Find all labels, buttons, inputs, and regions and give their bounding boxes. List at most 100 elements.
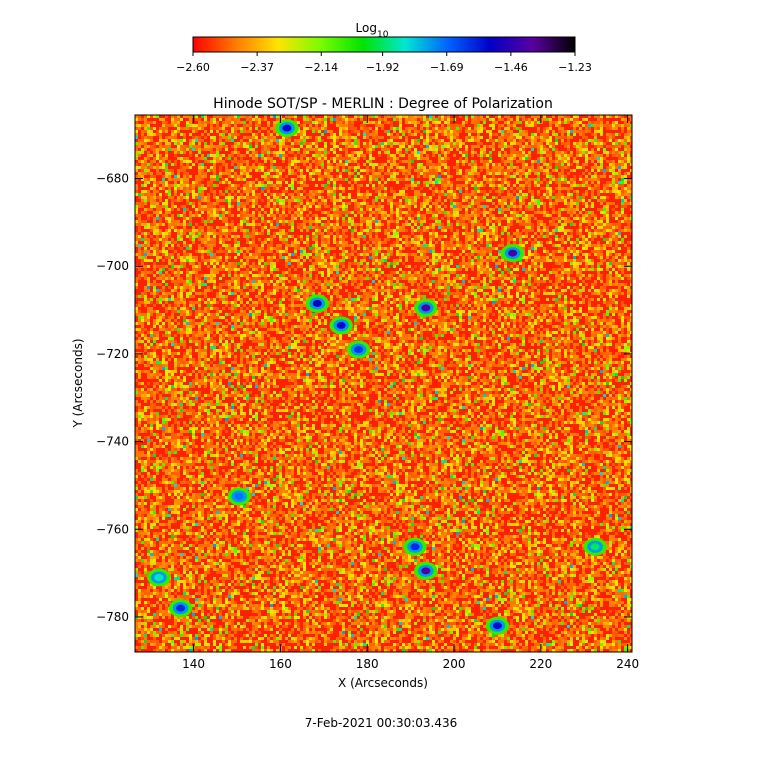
heatmap-cell (306, 229, 309, 232)
heatmap-cell (498, 193, 501, 196)
heatmap-cell (630, 148, 632, 151)
heatmap-cell (225, 121, 228, 124)
heatmap-cell (369, 142, 372, 145)
heatmap-cell (156, 241, 159, 244)
heatmap-cell (561, 229, 564, 232)
heatmap-cell (483, 145, 486, 148)
heatmap-cell (558, 157, 561, 160)
heatmap-cell (609, 133, 612, 136)
heatmap-cell (282, 139, 285, 142)
heatmap-cell (510, 133, 513, 136)
heatmap-cell (333, 229, 336, 232)
heatmap-cell (141, 133, 144, 136)
heatmap-cell (420, 118, 423, 121)
heatmap-cell (378, 196, 381, 199)
heatmap-cell (510, 202, 513, 205)
heatmap-cell (147, 166, 150, 169)
heatmap-cell (309, 217, 312, 220)
heatmap-cell (531, 178, 534, 181)
heatmap-cell (372, 175, 375, 178)
heatmap-cell (447, 118, 450, 121)
heatmap-cell (153, 157, 156, 160)
heatmap-cell (579, 241, 582, 244)
heatmap-cell (495, 139, 498, 142)
heatmap-cell (150, 253, 153, 256)
heatmap-cell (363, 130, 366, 133)
heatmap-cell (450, 211, 453, 214)
heatmap-cell (216, 214, 219, 217)
heatmap-cell (468, 244, 471, 247)
heatmap-cell (543, 223, 546, 226)
heatmap-cell (597, 184, 600, 187)
heatmap-cell (432, 247, 435, 250)
heatmap-cell (480, 130, 483, 133)
heatmap-cell (510, 211, 513, 214)
heatmap-cell (141, 196, 144, 199)
heatmap-cell (420, 220, 423, 223)
heatmap-cell (216, 151, 219, 154)
heatmap-cell (594, 232, 597, 235)
heatmap-cell (201, 193, 204, 196)
heatmap-cell (474, 223, 477, 226)
heatmap-cell (603, 196, 606, 199)
heatmap-cell (414, 142, 417, 145)
heatmap-cell (411, 229, 414, 232)
heatmap-cell (504, 196, 507, 199)
heatmap-cell (183, 181, 186, 184)
heatmap-cell (576, 202, 579, 205)
heatmap-cell (477, 139, 480, 142)
heatmap-cell (324, 142, 327, 145)
heatmap-cell (417, 244, 420, 247)
heatmap-cell (345, 160, 348, 163)
heatmap-cell (189, 121, 192, 124)
heatmap-cell (183, 172, 186, 175)
heatmap-cell (549, 202, 552, 205)
heatmap-cell (513, 133, 516, 136)
heatmap-cell (456, 136, 459, 139)
heatmap-cell (468, 193, 471, 196)
heatmap-cell (468, 220, 471, 223)
heatmap-cell (162, 247, 165, 250)
heatmap-cell (465, 244, 468, 247)
heatmap-cell (273, 232, 276, 235)
heatmap-cell (138, 139, 141, 142)
heatmap-cell (549, 157, 552, 160)
heatmap-cell (138, 154, 141, 157)
heatmap-cell (519, 235, 522, 238)
heatmap-cell (435, 169, 438, 172)
heatmap-cell (591, 193, 594, 196)
heatmap-cell (561, 139, 564, 142)
heatmap-cell (468, 172, 471, 175)
heatmap-cell (351, 121, 354, 124)
heatmap-cell (396, 241, 399, 244)
heatmap-cell (180, 196, 183, 199)
heatmap-cell (525, 157, 528, 160)
heatmap-cell (207, 232, 210, 235)
heatmap-cell (291, 160, 294, 163)
heatmap-cell (138, 127, 141, 130)
heatmap-cell (549, 190, 552, 193)
heatmap-cell (252, 184, 255, 187)
heatmap-cell (213, 211, 216, 214)
heatmap-cell (483, 193, 486, 196)
heatmap-cell (489, 184, 492, 187)
heatmap-cell (198, 202, 201, 205)
heatmap-cell (246, 217, 249, 220)
heatmap-cell (456, 133, 459, 136)
heatmap-cell (606, 136, 609, 139)
heatmap-cell (471, 178, 474, 181)
heatmap-cell (294, 211, 297, 214)
heatmap-cell (444, 229, 447, 232)
heatmap-cell (606, 223, 609, 226)
heatmap-cell (321, 250, 324, 253)
heatmap-cell (150, 115, 153, 118)
heatmap-cell (315, 139, 318, 142)
heatmap-cell (435, 181, 438, 184)
heatmap-cell (219, 193, 222, 196)
heatmap-cell (291, 163, 294, 166)
heatmap-cell (417, 220, 420, 223)
heatmap-cell (171, 139, 174, 142)
heatmap-cell (531, 247, 534, 250)
heatmap-cell (579, 220, 582, 223)
heatmap-cell (588, 205, 591, 208)
